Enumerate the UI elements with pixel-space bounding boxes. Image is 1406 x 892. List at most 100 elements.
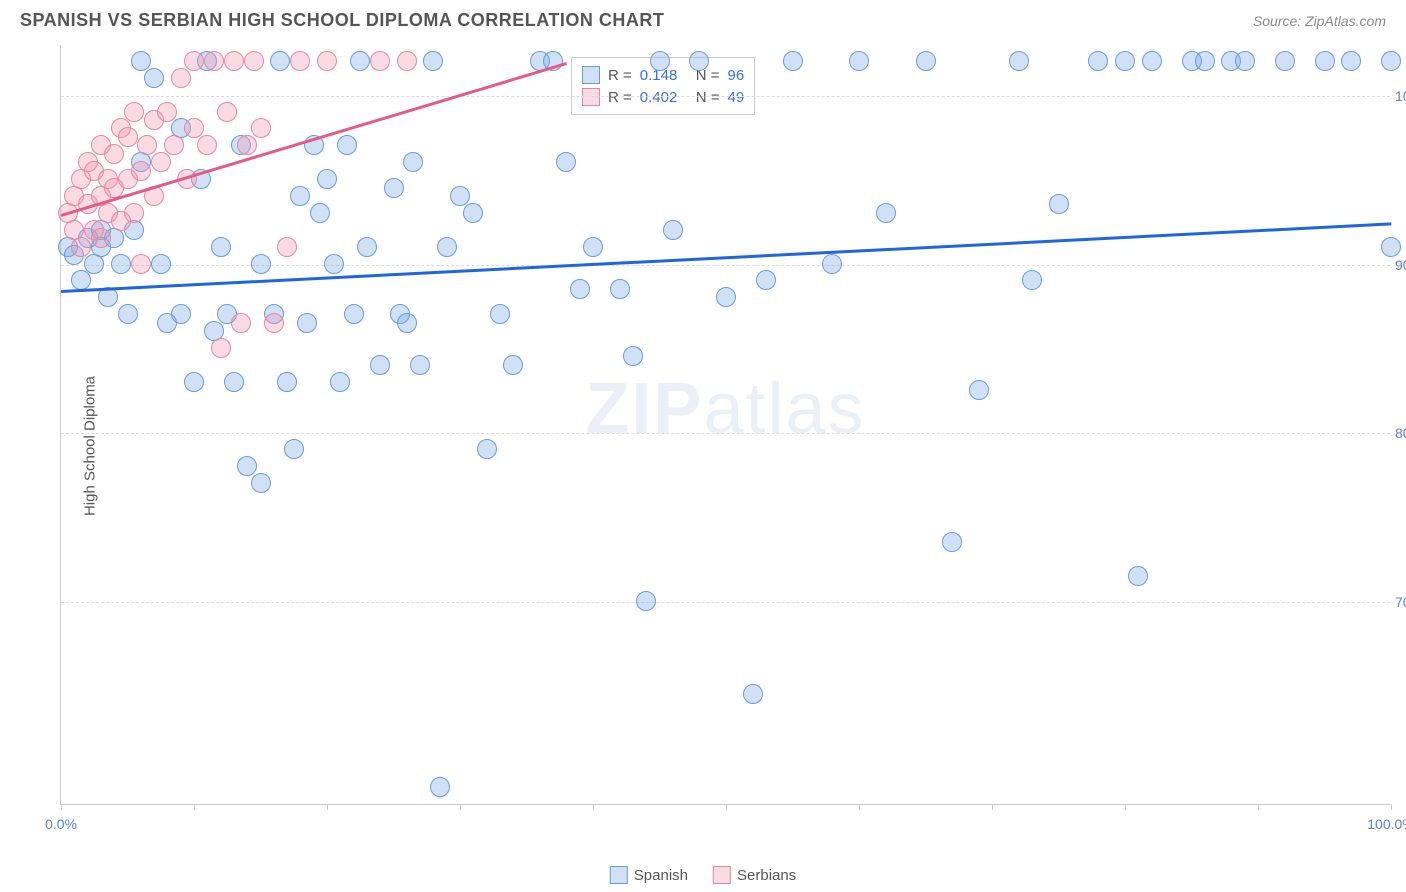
stats-r-label: R = (608, 67, 632, 84)
data-point (324, 254, 344, 274)
data-point (118, 127, 138, 147)
xtick-label: 100.0% (1367, 816, 1406, 832)
legend-serbians: Serbians (713, 866, 796, 884)
data-point (184, 372, 204, 392)
data-point (217, 102, 237, 122)
data-point (370, 51, 390, 71)
data-point (104, 144, 124, 164)
data-point (317, 169, 337, 189)
data-point (290, 51, 310, 71)
legend-spanish: Spanish (610, 866, 688, 884)
data-point (211, 237, 231, 257)
xtick (992, 804, 993, 810)
data-point (1235, 51, 1255, 71)
data-point (124, 203, 144, 223)
data-point (251, 254, 271, 274)
data-point (636, 591, 656, 611)
data-point (211, 338, 231, 358)
data-point (663, 220, 683, 240)
data-point (1009, 51, 1029, 71)
chart-plot-area: ZIPatlas R =0.148N =96R =0.402N =49 70.0… (60, 45, 1390, 805)
legend-label-serbians: Serbians (737, 867, 796, 884)
data-point (197, 135, 217, 155)
stats-n-label: N = (696, 89, 720, 106)
data-point (477, 439, 497, 459)
data-point (270, 51, 290, 71)
data-point (410, 355, 430, 375)
data-point (403, 152, 423, 172)
data-point (251, 118, 271, 138)
data-point (137, 135, 157, 155)
data-point (71, 237, 91, 257)
data-point (231, 313, 251, 333)
stats-r-value: 0.402 (640, 89, 688, 106)
ytick-label: 90.0% (1395, 257, 1406, 273)
data-point (277, 372, 297, 392)
data-point (290, 186, 310, 206)
data-point (1275, 51, 1295, 71)
data-point (330, 372, 350, 392)
ytick-label: 70.0% (1395, 594, 1406, 610)
data-point (237, 456, 257, 476)
data-point (397, 51, 417, 71)
data-point (556, 152, 576, 172)
stats-swatch (582, 88, 600, 106)
data-point (916, 51, 936, 71)
swatch-serbians (713, 866, 731, 884)
data-point (237, 135, 257, 155)
data-point (224, 372, 244, 392)
data-point (423, 51, 443, 71)
legend-label-spanish: Spanish (634, 867, 688, 884)
data-point (610, 279, 630, 299)
data-point (71, 270, 91, 290)
ytick-label: 100.0% (1395, 88, 1406, 104)
swatch-spanish (610, 866, 628, 884)
data-point (310, 203, 330, 223)
data-point (251, 473, 271, 493)
data-point (204, 51, 224, 71)
data-point (357, 237, 377, 257)
xtick (859, 804, 860, 810)
data-point (384, 178, 404, 198)
xtick (61, 804, 62, 810)
data-point (876, 203, 896, 223)
data-point (224, 51, 244, 71)
watermark: ZIPatlas (585, 368, 865, 450)
data-point (570, 279, 590, 299)
data-point (1315, 51, 1335, 71)
data-point (118, 304, 138, 324)
data-point (1049, 194, 1069, 214)
gridline (61, 96, 1390, 97)
data-point (969, 380, 989, 400)
data-point (450, 186, 470, 206)
data-point (1142, 51, 1162, 71)
data-point (1381, 51, 1401, 71)
data-point (144, 68, 164, 88)
data-point (164, 135, 184, 155)
data-point (337, 135, 357, 155)
stats-swatch (582, 66, 600, 84)
data-point (284, 439, 304, 459)
xtick (194, 804, 195, 810)
data-point (583, 237, 603, 257)
data-point (650, 51, 670, 71)
data-point (171, 68, 191, 88)
stats-n-value: 96 (728, 67, 745, 84)
data-point (689, 51, 709, 71)
data-point (244, 51, 264, 71)
xtick (1391, 804, 1392, 810)
data-point (317, 51, 337, 71)
data-point (111, 254, 131, 274)
bottom-legend: Spanish Serbians (610, 866, 796, 884)
data-point (437, 237, 457, 257)
chart-title: SPANISH VS SERBIAN HIGH SCHOOL DIPLOMA C… (20, 10, 664, 31)
data-point (184, 118, 204, 138)
xtick-label: 0.0% (45, 816, 77, 832)
xtick (327, 804, 328, 810)
xtick (1258, 804, 1259, 810)
data-point (1381, 237, 1401, 257)
data-point (756, 270, 776, 290)
data-point (1341, 51, 1361, 71)
data-point (171, 304, 191, 324)
data-point (849, 51, 869, 71)
